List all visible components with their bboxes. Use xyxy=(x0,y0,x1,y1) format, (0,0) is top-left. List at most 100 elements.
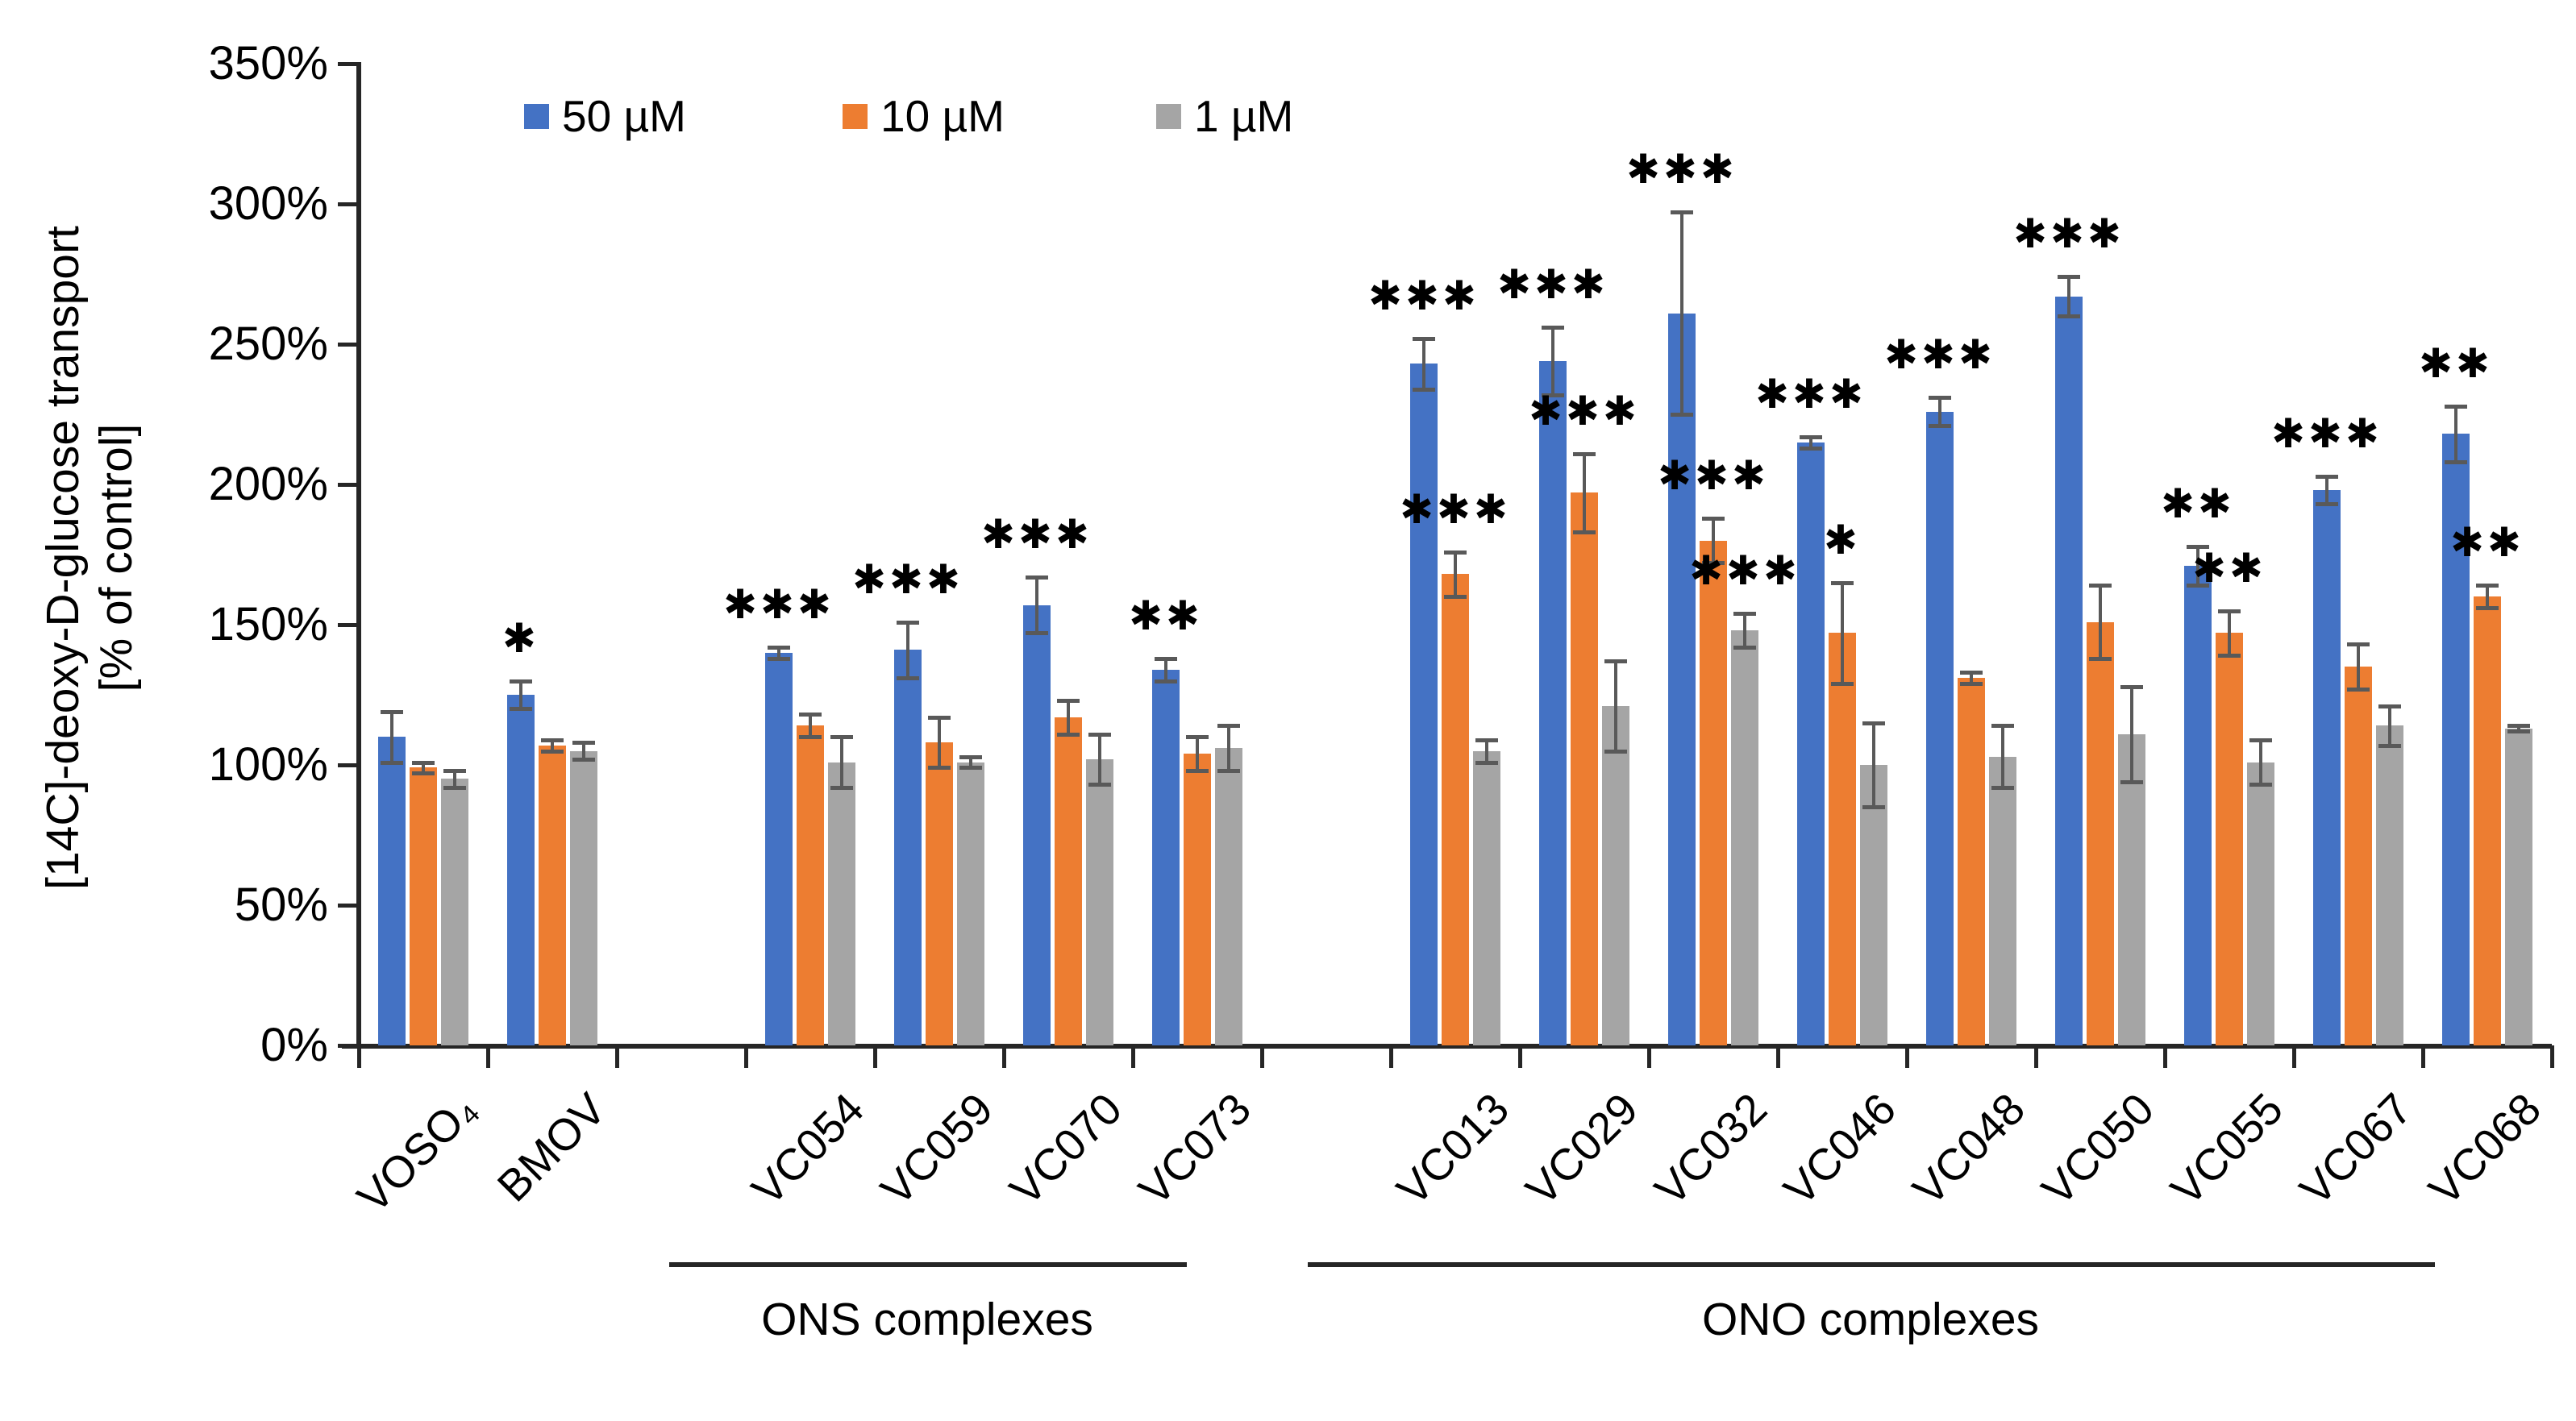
bar-VC013-50µM xyxy=(1410,364,1438,1045)
error-bar-cap-bottom xyxy=(1057,732,1080,737)
error-bar-cap-bottom xyxy=(1702,561,1725,566)
error-bar-cap-bottom xyxy=(1026,631,1048,636)
bar-VC059-10µM xyxy=(926,742,953,1045)
legend-item-10uM: 10 µM xyxy=(843,90,1005,142)
error-bar-whisker xyxy=(1098,733,1101,785)
error-bar-cap-top xyxy=(2120,684,2143,689)
bar-VC055-1µM xyxy=(2247,762,2274,1045)
bar-VC073-50µM xyxy=(1152,669,1180,1045)
y-axis-line xyxy=(356,62,361,1047)
bar-VC073-10µM xyxy=(1184,754,1211,1045)
x-axis-tick xyxy=(1260,1045,1264,1068)
error-bar-cap-top xyxy=(1088,732,1111,737)
significance-stars: ✱✱✱ xyxy=(1626,146,1737,193)
y-axis-tick-label: 350% xyxy=(208,37,328,89)
error-bar-cap-bottom xyxy=(959,766,982,771)
x-axis-tick xyxy=(1002,1045,1006,1068)
x-axis-tick xyxy=(2163,1045,2167,1068)
error-bar-whisker xyxy=(2325,476,2328,505)
bar-VC046-50µM xyxy=(1797,442,1825,1045)
error-bar-whisker xyxy=(422,762,425,774)
error-bar-cap-top xyxy=(2058,275,2080,280)
error-bar-cap-top xyxy=(2347,642,2370,647)
error-bar-cap-bottom xyxy=(2120,779,2143,784)
error-bar-cap-top xyxy=(799,713,822,717)
x-axis-tick xyxy=(2550,1045,2554,1068)
bar-VC070-50µM xyxy=(1023,605,1051,1045)
error-bar-whisker xyxy=(969,756,972,768)
bar-VC073-1µM xyxy=(1215,748,1242,1045)
significance-stars: ✱✱✱ xyxy=(852,555,963,603)
error-bar-cap-bottom xyxy=(1155,679,1177,683)
error-bar-cap-top xyxy=(2378,704,2401,708)
ons-group-underline xyxy=(669,1262,1187,1267)
bar-VC013-10µM xyxy=(1442,574,1469,1045)
legend-swatch-10uM-icon xyxy=(843,103,868,129)
error-bar-cap-top xyxy=(2445,404,2467,409)
legend-swatch-1uM-icon xyxy=(1156,103,1181,129)
error-bar-cap-top xyxy=(1991,724,2014,729)
x-axis-tick xyxy=(1518,1045,1522,1068)
bar-VOSO₄-10µM xyxy=(410,767,437,1045)
significance-stars: ✱ xyxy=(502,614,539,662)
error-bar-whisker xyxy=(1422,339,1425,389)
error-bar-cap-bottom xyxy=(1604,749,1627,754)
bar-VC046-10µM xyxy=(1829,633,1856,1045)
bar-VC029-1µM xyxy=(1602,705,1629,1045)
x-axis-tick xyxy=(2292,1045,2296,1068)
error-bar-cap-bottom xyxy=(2476,606,2499,611)
bar-VC054-1µM xyxy=(828,762,855,1045)
error-bar-cap-top xyxy=(1929,396,1951,401)
significance-stars: ✱✱✱ xyxy=(2013,210,2124,258)
bar-VC070-1µM xyxy=(1086,759,1113,1045)
error-bar-cap-bottom xyxy=(2378,743,2401,748)
error-bar-whisker xyxy=(1583,453,1586,533)
significance-stars: ✱✱✱ xyxy=(1529,387,1640,434)
error-bar-whisker xyxy=(2001,725,2004,787)
bar-BMOV-50µM xyxy=(507,695,535,1045)
error-bar-cap-bottom xyxy=(381,760,403,765)
error-bar-cap-bottom xyxy=(2218,654,2241,659)
error-bar-cap-top xyxy=(2218,609,2241,613)
y-axis-title: [14C]-deoxy-D-glucose transport [% of co… xyxy=(36,0,149,1122)
error-bar-cap-bottom xyxy=(1542,393,1564,397)
ono-group-label: ONO complexes xyxy=(1701,1294,2040,1345)
error-bar-whisker xyxy=(1196,737,1199,771)
legend-label-50uM: 50 µM xyxy=(562,91,686,141)
error-bar-cap-bottom xyxy=(2058,314,2080,319)
bar-VC029-50µM xyxy=(1539,360,1567,1045)
significance-stars: ✱✱✱ xyxy=(1658,451,1769,499)
significance-stars: ✱✱ xyxy=(2192,544,2266,592)
bar-VC059-50µM xyxy=(894,650,922,1045)
bar-VC048-10µM xyxy=(1958,678,1985,1045)
error-bar-whisker xyxy=(2067,276,2070,317)
y-axis-tick xyxy=(338,904,357,908)
error-bar-cap-bottom xyxy=(412,771,435,776)
significance-stars: ✱✱✱ xyxy=(1400,485,1511,533)
error-bar-cap-bottom xyxy=(928,766,951,771)
error-bar-cap-top xyxy=(1217,724,1240,729)
bar-VC067-10µM xyxy=(2345,667,2372,1045)
error-bar-whisker xyxy=(551,739,554,751)
error-bar-cap-top xyxy=(1573,451,1596,456)
x-axis-line xyxy=(342,1044,2552,1049)
x-axis-tick xyxy=(1131,1045,1135,1068)
error-bar-cap-bottom xyxy=(799,735,822,740)
y-axis-tick xyxy=(338,623,357,627)
error-bar-whisker xyxy=(2228,610,2231,656)
y-axis-tick-label: 300% xyxy=(208,177,328,230)
bar-VC013-1µM xyxy=(1473,750,1500,1045)
bar-VC048-1µM xyxy=(1989,756,2016,1045)
bar-BMOV-10µM xyxy=(539,745,566,1045)
legend-item-50uM: 50 µM xyxy=(524,90,686,142)
error-bar-cap-bottom xyxy=(1475,760,1498,765)
error-bar-whisker xyxy=(1035,576,1038,634)
error-bar-cap-top xyxy=(1604,659,1627,664)
significance-stars: ✱✱✱ xyxy=(1497,261,1608,309)
bar-VC068-10µM xyxy=(2474,596,2501,1045)
error-bar-whisker xyxy=(2196,546,2199,586)
error-bar-whisker xyxy=(1614,661,1617,751)
significance-stars: ✱ xyxy=(1824,516,1861,563)
bar-VC068-50µM xyxy=(2442,434,2470,1045)
error-bar-cap-top xyxy=(830,735,853,740)
